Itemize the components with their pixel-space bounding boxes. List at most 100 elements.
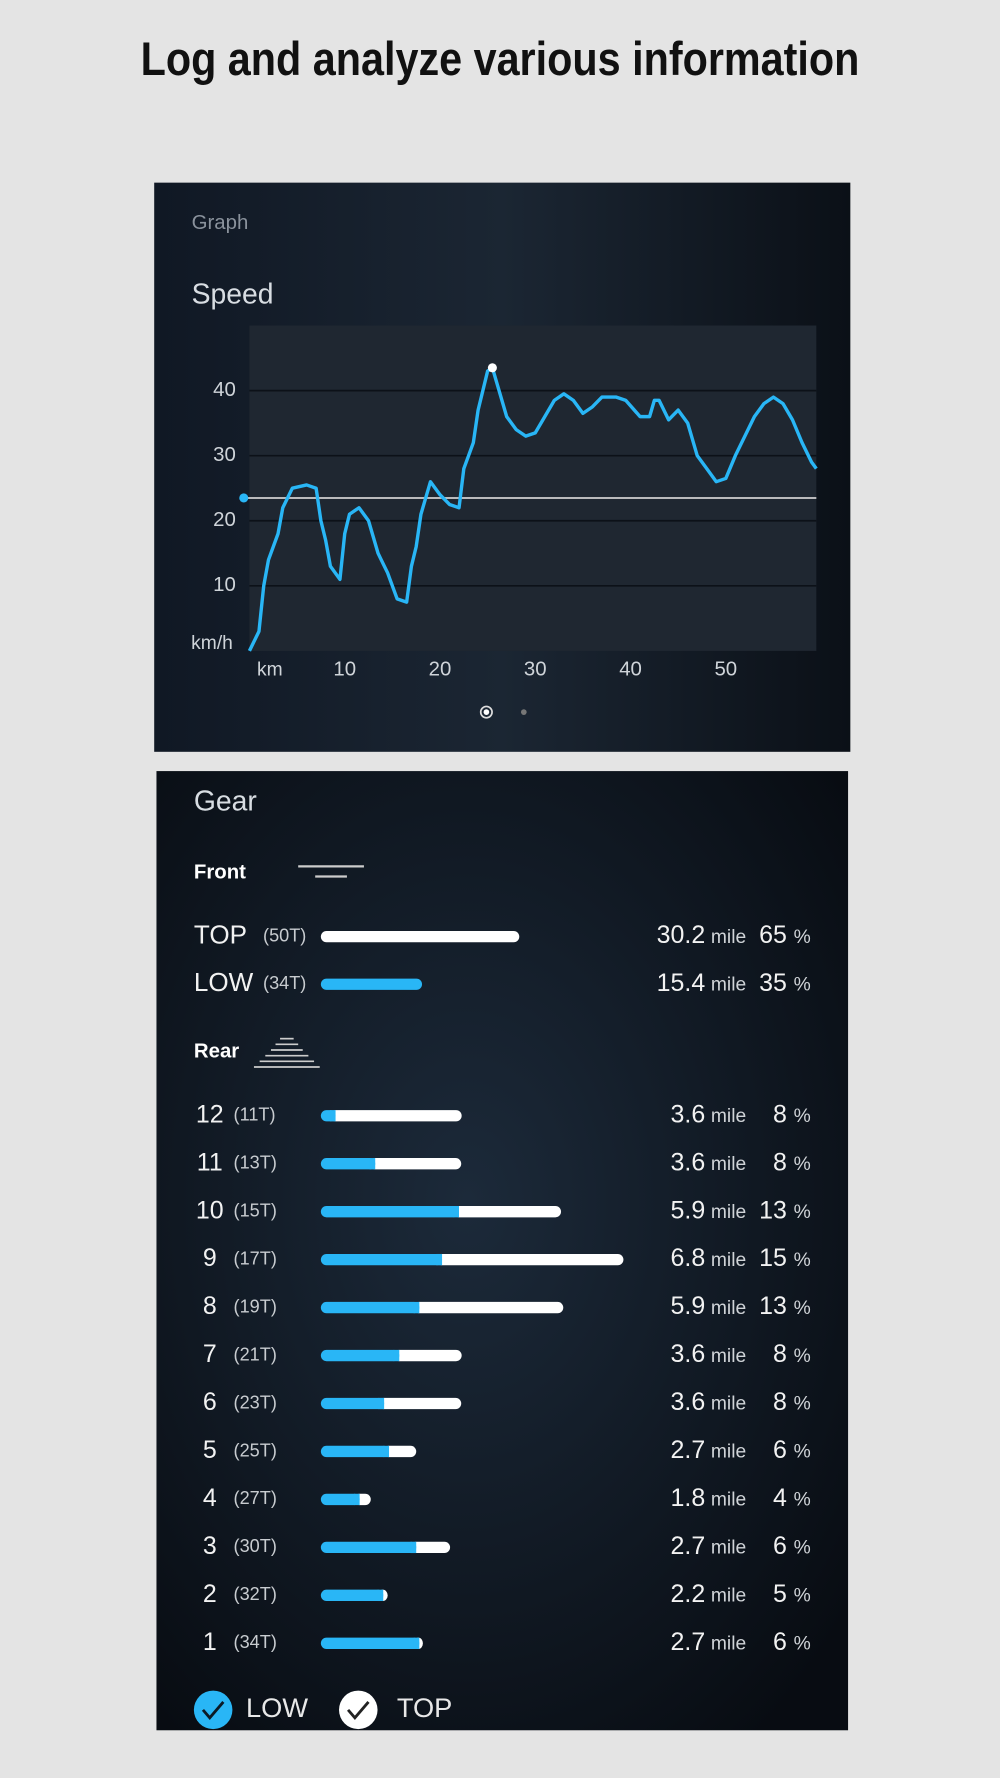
low-segment (320, 1541, 417, 1554)
mile-unit: mile (711, 1442, 746, 1463)
low-segment (320, 1158, 376, 1170)
gear-number: 3 (203, 1532, 217, 1560)
low-segment-edge (393, 1349, 400, 1362)
top-segment (413, 1301, 564, 1314)
low-segment-edge (413, 1637, 420, 1649)
percent-value: 15 (759, 1244, 787, 1272)
mile-unit: mile (711, 1394, 746, 1415)
gear-teeth: (11T) (234, 1105, 276, 1125)
gear-title: Gear (194, 785, 257, 817)
check-icon (201, 1701, 225, 1720)
low-segment (320, 1253, 443, 1266)
legend-check-low[interactable] (193, 1690, 233, 1730)
top-segment (410, 1541, 451, 1554)
percent-value: 4 (773, 1484, 787, 1512)
mile-unit: mile (711, 1634, 746, 1655)
x-tick-label: 10 (333, 659, 356, 681)
mile-unit: mile (711, 927, 746, 948)
top-segment (393, 1349, 462, 1362)
mile-unit: mile (711, 1298, 746, 1319)
gear-teeth: (23T) (234, 1392, 277, 1412)
gear-teeth: (17T) (234, 1248, 277, 1268)
top-segment (329, 1110, 462, 1122)
percent-unit: % (794, 1106, 811, 1127)
low-segment-edge (353, 1493, 360, 1506)
mile-unit: mile (711, 1346, 746, 1367)
x-tick-label: 40 (619, 659, 642, 681)
low-segment-edge (410, 1541, 417, 1554)
gear-number: 5 (203, 1436, 217, 1464)
percent-value: 35 (759, 969, 787, 997)
gear-teeth: (34T) (234, 1632, 277, 1652)
legend-label: TOP (397, 1692, 452, 1723)
percent-unit: % (794, 1202, 811, 1223)
percent-unit: % (794, 1442, 811, 1463)
gear-number: 8 (203, 1292, 217, 1320)
gear-teeth: (25T) (234, 1440, 277, 1460)
gear-teeth: (13T) (234, 1153, 277, 1173)
chart-title: Speed (192, 279, 274, 311)
low-segment-edge (436, 1253, 443, 1266)
low-segment (320, 1349, 400, 1362)
mile-value: 5.9 (671, 1196, 706, 1224)
mile-value: 3.6 (671, 1340, 706, 1368)
gear-teeth: (21T) (234, 1344, 277, 1364)
y-axis-unit: km/h (191, 633, 233, 654)
low-segment-edge (413, 1301, 420, 1314)
gear-teeth: (34T) (263, 973, 306, 993)
plot-area (249, 325, 817, 651)
page-title: Log and analyze various information (141, 33, 860, 86)
percent-value: 6 (773, 1532, 787, 1560)
low-segment-edge (383, 1445, 390, 1458)
percent-value: 8 (773, 1148, 787, 1176)
front-bar (320, 930, 520, 943)
mile-value: 5.9 (671, 1292, 706, 1320)
gear-number: 2 (203, 1580, 217, 1608)
gear-teeth: (32T) (234, 1584, 277, 1604)
panel-label: Graph (192, 212, 249, 234)
page-dot[interactable] (520, 709, 527, 715)
x-tick-label: 30 (524, 659, 547, 681)
percent-value: 6 (773, 1628, 787, 1656)
percent-value: 5 (773, 1580, 787, 1608)
percent-unit: % (794, 1154, 811, 1175)
x-tick-label: 20 (429, 659, 452, 681)
mile-value: 2.7 (671, 1628, 706, 1656)
mile-value: 15.4 (657, 969, 706, 997)
page-dot-active[interactable] (479, 705, 493, 719)
low-segment (320, 1493, 360, 1506)
percent-unit: % (794, 974, 811, 995)
y-tick-label: 10 (213, 574, 236, 596)
percent-unit: % (794, 1538, 811, 1559)
mile-value: 2.7 (671, 1532, 706, 1560)
mile-value: 3.6 (671, 1388, 706, 1416)
mile-value: 2.7 (671, 1436, 706, 1464)
legend-check-top[interactable] (339, 1690, 378, 1730)
mile-value: 3.6 (671, 1148, 706, 1176)
gear-number: 6 (203, 1388, 217, 1416)
percent-unit: % (794, 1634, 811, 1655)
percent-value: 8 (773, 1100, 787, 1128)
low-segment-edge (378, 1397, 385, 1410)
x-tick-label: 50 (714, 659, 737, 681)
front-label: Front (194, 862, 246, 884)
mile-unit: mile (711, 1154, 746, 1175)
max-marker (487, 363, 497, 373)
y-tick-label: 30 (213, 444, 236, 466)
mile-unit: mile (711, 1490, 746, 1511)
gear-name: LOW (194, 967, 254, 997)
gear-teeth: (27T) (234, 1488, 277, 1508)
top-segment (436, 1253, 624, 1266)
percent-unit: % (794, 1346, 811, 1367)
low-segment (320, 1301, 420, 1314)
top-segment (378, 1397, 462, 1410)
mile-value: 2.2 (671, 1580, 706, 1608)
percent-value: 6 (773, 1436, 787, 1464)
gear-number: 12 (196, 1100, 224, 1128)
percent-value: 8 (773, 1340, 787, 1368)
low-segment-edge (453, 1206, 459, 1218)
mile-value: 6.8 (671, 1244, 706, 1272)
gear-number: 1 (203, 1628, 217, 1656)
mile-value: 1.8 (671, 1484, 706, 1512)
